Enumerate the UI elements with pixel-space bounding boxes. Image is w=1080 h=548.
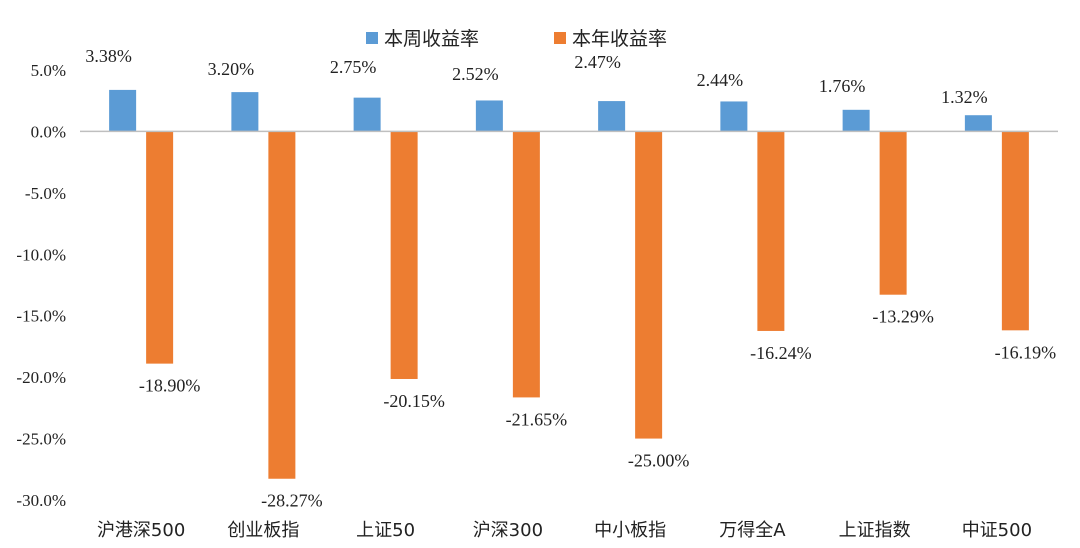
data-label-week: 2.44% — [697, 70, 744, 90]
data-labels: 3.38% -18.90% 3.20% -28.27% 2.75% -20.15% 2.52… — [85, 46, 1056, 511]
data-label-week: 2.47% — [574, 52, 621, 72]
y-tick-label: -5.0% — [25, 184, 66, 203]
data-label-week: 1.76% — [819, 76, 866, 96]
data-label-ytd: -13.29% — [872, 307, 934, 327]
bar-ytd-return — [268, 131, 296, 479]
bar-week-return — [109, 89, 137, 132]
y-axis: 5.0% 0.0% -5.0% -10.0% -15.0% -20.0% -25.0% -30… — [16, 61, 66, 510]
bar-week-return — [231, 92, 259, 132]
data-label-ytd: -18.90% — [139, 376, 201, 396]
bar-week-return — [475, 100, 503, 132]
bar-week-return — [720, 101, 748, 132]
bars — [109, 89, 1029, 479]
legend-swatch — [366, 32, 378, 44]
data-label-ytd: -25.00% — [628, 451, 690, 471]
y-tick-label: -20.0% — [16, 368, 66, 387]
x-axis: 沪港深500 创业板指 上证50 沪深300 中小板指 万得全A 上证指数 中证500 — [97, 520, 1032, 541]
y-tick-label: -10.0% — [16, 245, 66, 264]
data-label-week: 2.52% — [452, 64, 499, 84]
legend-swatch — [554, 32, 566, 44]
x-category-label: 上证50 — [356, 520, 415, 541]
x-category-label: 沪港深500 — [97, 520, 185, 541]
bar-ytd-return — [635, 131, 663, 439]
bar-week-return — [842, 109, 870, 132]
bar-ytd-return — [512, 131, 540, 398]
x-category-label: 万得全A — [719, 520, 786, 541]
y-tick-label: -15.0% — [16, 307, 66, 326]
data-label-week: 1.32% — [941, 87, 988, 107]
x-category-label: 中小板指 — [594, 520, 666, 541]
data-label-ytd: -16.24% — [750, 343, 812, 363]
y-tick-label: -25.0% — [16, 430, 66, 449]
bar-week-return — [353, 97, 381, 132]
legend-label: 本年收益率 — [572, 28, 667, 50]
bar-ytd-return — [757, 131, 785, 331]
bar-week-return — [598, 101, 626, 132]
data-label-week: 3.20% — [208, 59, 255, 79]
data-label-ytd: -28.27% — [261, 491, 323, 511]
legend-label: 本周收益率 — [384, 28, 479, 50]
x-category-label: 上证指数 — [839, 520, 911, 541]
bar-ytd-return — [1001, 131, 1029, 331]
y-tick-label: 5.0% — [31, 61, 66, 80]
legend: 本周收益率 本年收益率 — [366, 28, 667, 50]
data-label-ytd: -16.19% — [995, 342, 1057, 362]
bar-week-return — [964, 115, 992, 132]
y-tick-label: -30.0% — [16, 491, 66, 510]
data-label-week: 3.38% — [85, 46, 132, 66]
data-label-ytd: -20.15% — [383, 391, 445, 411]
bar-ytd-return — [879, 131, 907, 295]
x-category-label: 创业板指 — [227, 520, 299, 541]
y-tick-label: 0.0% — [31, 122, 66, 141]
x-category-label: 沪深300 — [473, 520, 543, 541]
data-label-week: 2.75% — [330, 57, 377, 77]
bar-ytd-return — [390, 131, 418, 379]
bar-ytd-return — [146, 131, 174, 364]
x-category-label: 中证500 — [962, 520, 1032, 541]
data-label-ytd: -21.65% — [506, 409, 568, 429]
